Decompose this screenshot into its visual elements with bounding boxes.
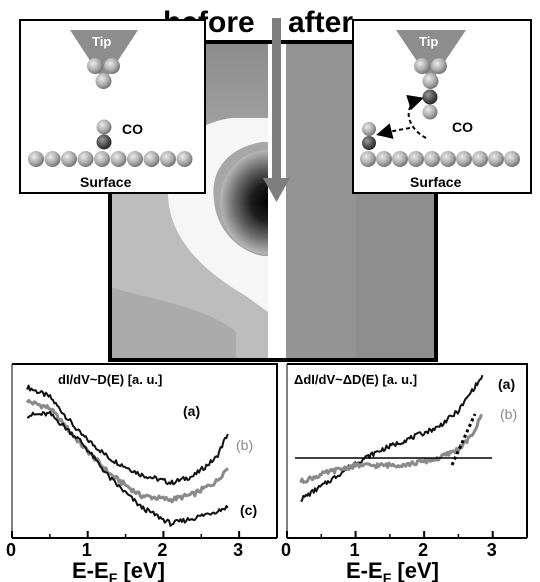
co-carbon-atom-on-tip [422,89,438,105]
spectra-panels: dI/dV~D(E) [a. u.] ΔdI/dV~ΔD(E) [a. u.] … [6,363,528,582]
right-x-tick-label: 1 [350,540,360,560]
right-x-tick-label: 2 [418,540,428,560]
co-carbon-atom-surface [362,136,376,150]
right-trace-a [300,374,484,503]
label-after: after [288,6,353,39]
left-x-tick-label: 1 [82,540,92,560]
co-label: CO [452,119,473,135]
co-oxygen-atom-surface [362,122,376,136]
tip-atom [95,73,112,89]
left-trace-b [25,398,229,504]
left-label-a: (a) [183,403,200,419]
inset-after: Tip CO Surface [352,19,532,194]
left-x-tick-label: 2 [157,540,167,560]
scan-arrow-shaft [272,18,281,180]
left-traces [25,384,229,527]
transfer-arrow-left [376,123,411,139]
surface-atom-row [360,151,520,167]
surface-atom-row [28,151,193,167]
co-label: CO [122,121,143,137]
inset-before: Tip CO Surface [19,19,206,194]
left-x-axis-label: E-EF [eV] [72,558,165,582]
right-x-axis-label: E-EF [eV] [346,558,439,582]
surface-label: Surface [80,174,132,190]
right-traces [299,374,484,503]
tip-triangle [396,30,466,82]
tip-label: Tip [419,34,438,49]
right-x-tick-label: 0 [281,540,291,560]
co-oxygen-atom [96,119,112,135]
left-trace-c [26,410,229,527]
tip-atom [87,58,103,74]
tip-label: Tip [92,34,111,49]
left-plot-title: dI/dV~D(E) [a. u.] [58,372,162,387]
left-label-c: (c) [240,502,257,518]
stm-after-shade [286,44,356,358]
tip-atom [422,73,439,89]
right-x-ticks: 0 1 2 3 [281,531,528,560]
right-label-b: (b) [500,406,517,422]
co-carbon-atom [96,134,112,150]
co-oxygen-atom-on-tip [422,104,438,120]
left-x-ticks: 0 1 2 3 [6,531,278,560]
left-x-tick-label: 0 [6,540,16,560]
stm-before-bottom-shade [112,288,236,358]
left-plot-frame [12,363,278,538]
right-x-tick-label: 3 [487,540,497,560]
tip-atom [104,58,120,74]
left-trace-a [26,384,229,486]
transfer-arrow-up [406,94,427,139]
right-label-a: (a) [498,376,515,392]
scan-arrow-head [263,178,290,202]
left-x-tick-label: 3 [233,540,243,560]
right-plot-title: ΔdI/dV~ΔD(E) [a. u.] [294,372,417,387]
surface-label: Surface [410,174,462,190]
tip-atom [414,58,430,74]
tip-triangle [70,30,138,82]
tip-atom [431,58,447,74]
left-label-b: (b) [236,437,253,453]
right-trace-b [299,413,483,484]
right-plot-frame [287,363,528,538]
